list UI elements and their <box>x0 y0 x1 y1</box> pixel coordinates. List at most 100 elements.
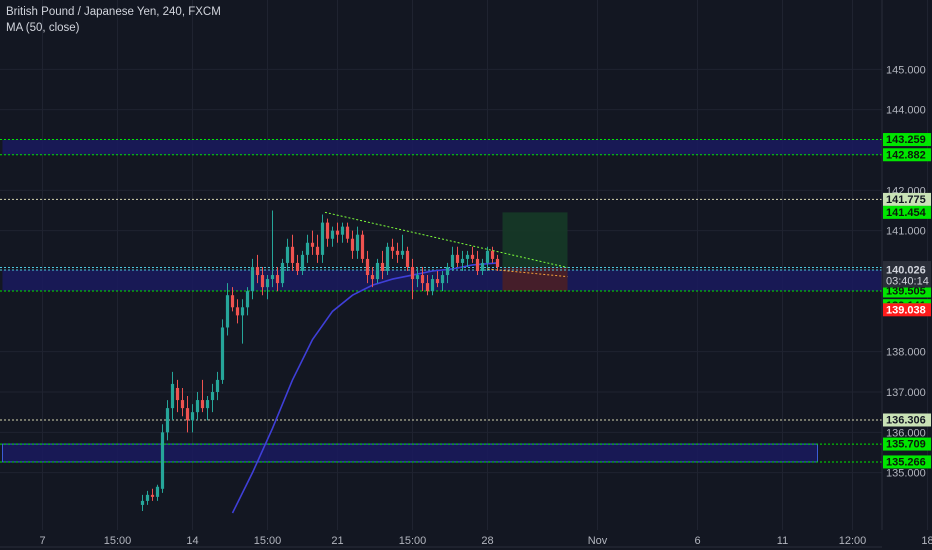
candle <box>210 383 215 413</box>
candle <box>150 488 155 501</box>
candle <box>140 494 145 511</box>
price-tick-label: 138.000 <box>886 347 926 359</box>
candle <box>205 396 210 421</box>
candle <box>225 283 230 336</box>
candle <box>190 404 195 433</box>
time-tick-label: 28 <box>481 535 493 547</box>
svg-text:135.709: 135.709 <box>886 439 926 451</box>
svg-text:140.026: 140.026 <box>886 264 926 276</box>
price-tick-label: 137.000 <box>886 387 926 399</box>
svg-text:136.306: 136.306 <box>886 414 926 426</box>
candle <box>220 319 225 384</box>
time-axis[interactable]: 7 15:00 14 15:00 21 15:00 28 Nov 6 11 12:00 18 <box>0 535 932 548</box>
price-tick-label: 135.000 <box>886 468 926 480</box>
svg-text:139.038: 139.038 <box>886 304 926 316</box>
candle <box>185 396 190 433</box>
candle <box>160 424 165 493</box>
horizontal-levels <box>0 139 882 463</box>
symbol-title: British Pound / Japanese Yen, 240, FXCM <box>6 6 221 18</box>
candle <box>215 371 220 401</box>
candle <box>480 258 485 276</box>
price-tag: 141.454 <box>883 205 931 219</box>
price-tag: 142.882 <box>883 148 931 162</box>
zone-rect <box>2 443 818 463</box>
candle <box>260 266 265 296</box>
svg-text:139.505: 139.505 <box>886 285 926 297</box>
price-tick-label: 145.000 <box>886 64 926 76</box>
countdown-tag: 03:40:14 <box>883 274 931 288</box>
time-tick-label: 12:00 <box>839 535 867 547</box>
candle <box>435 271 440 288</box>
candle <box>495 254 500 271</box>
candle <box>165 400 170 441</box>
candle <box>265 275 270 300</box>
candle <box>390 238 395 259</box>
price-tag: 143.259 <box>883 133 931 147</box>
candle <box>240 299 245 344</box>
candle <box>400 234 405 259</box>
candle <box>440 271 445 292</box>
svg-text:03:40:14: 03:40:14 <box>886 276 929 288</box>
candle <box>230 287 235 312</box>
time-tick-label: 14 <box>186 535 198 547</box>
candle <box>285 238 290 271</box>
candle <box>455 246 460 267</box>
candle <box>450 246 455 271</box>
indicator-label: MA (50, close) <box>6 22 80 34</box>
price-tag: 140.026 <box>883 263 931 277</box>
candle <box>485 246 490 271</box>
candle <box>170 371 175 421</box>
time-tick-label: 15:00 <box>399 535 427 547</box>
candle <box>470 246 475 263</box>
candle <box>235 299 240 324</box>
price-tick-label: 141.000 <box>886 226 926 238</box>
candle <box>365 250 370 284</box>
candle <box>405 246 410 271</box>
descending-trendline[interactable] <box>324 211 568 269</box>
position-profit-zone[interactable] <box>502 212 568 268</box>
candle <box>180 387 185 417</box>
candle <box>355 226 360 259</box>
moving-average-line <box>231 262 498 514</box>
price-tick-label: 144.000 <box>886 105 926 117</box>
candle <box>325 218 330 247</box>
price-zones <box>2 139 882 463</box>
candle <box>475 250 480 276</box>
price-tag: 139.505 <box>883 284 931 298</box>
candle <box>380 250 385 280</box>
zone-rect <box>2 139 882 155</box>
candle <box>340 222 345 243</box>
candle <box>310 230 315 255</box>
candlestick-series <box>140 210 500 511</box>
price-tag: 141.775 <box>883 192 931 206</box>
price-axis[interactable]: 145.000144.000142.000141.000138.000137.0… <box>881 0 926 530</box>
price-tag: 136.306 <box>883 413 931 427</box>
svg-text:143.259: 143.259 <box>886 134 926 146</box>
time-tick-label: 15:00 <box>254 535 282 547</box>
candle <box>290 234 295 271</box>
candle <box>250 258 255 300</box>
candle <box>490 246 495 263</box>
candle <box>195 392 200 421</box>
price-tags: 143.259142.882141.775141.454140.086140.0… <box>883 133 931 469</box>
candle <box>410 258 415 300</box>
time-tick-label: 15:00 <box>104 535 132 547</box>
candle <box>415 266 420 288</box>
trendline-layer[interactable] <box>324 211 568 278</box>
candle <box>370 266 375 288</box>
long-position-tool[interactable] <box>502 212 568 291</box>
svg-text:135.266: 135.266 <box>886 456 926 468</box>
candle <box>295 254 300 276</box>
candle <box>270 210 275 288</box>
candle <box>395 242 400 263</box>
candle <box>245 287 250 316</box>
candle <box>275 266 280 292</box>
trendline-extension <box>487 268 568 278</box>
position-loss-zone[interactable] <box>502 267 568 291</box>
time-tick-label: 11 <box>777 535 788 547</box>
svg-text:141.454: 141.454 <box>886 207 927 219</box>
price-tag: 139.038 <box>883 303 931 317</box>
price-tag: 135.266 <box>883 455 931 469</box>
candle <box>315 234 320 263</box>
